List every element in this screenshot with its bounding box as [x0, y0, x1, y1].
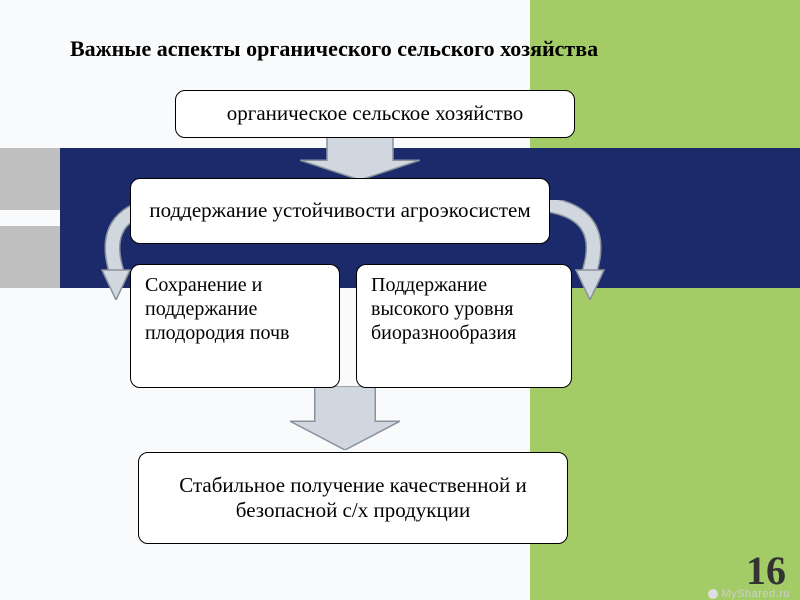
box-bottom-label: Стабильное получение качественной и безо…: [153, 473, 553, 523]
bg-band-grey-bot: [0, 226, 60, 288]
box-mid: поддержание устойчивости агроэкосистем: [130, 178, 550, 244]
box-top-label: органическое сельское хозяйство: [227, 101, 524, 126]
watermark-bullet-icon: [708, 589, 718, 599]
arrow-top-to-mid: [300, 136, 420, 180]
box-bottom: Стабильное получение качественной и безо…: [138, 452, 568, 544]
box-top: органическое сельское хозяйство: [175, 90, 575, 138]
box-left: Сохранение и поддержание плодородия почв: [130, 264, 340, 388]
bg-band-grey-top: [0, 148, 60, 210]
slide-title: Важные аспекты органического сельского х…: [70, 36, 730, 62]
slide-number: 16: [746, 547, 786, 594]
arrow-to-bottom: [290, 386, 400, 450]
box-right-label: Поддержание высокого уровня биоразнообра…: [371, 274, 516, 344]
slide-stage: Важные аспекты органического сельского х…: [0, 0, 800, 600]
box-left-label: Сохранение и поддержание плодородия почв: [145, 274, 289, 344]
box-mid-label: поддержание устойчивости агроэкосистем: [149, 198, 530, 223]
box-right: Поддержание высокого уровня биоразнообра…: [356, 264, 572, 388]
